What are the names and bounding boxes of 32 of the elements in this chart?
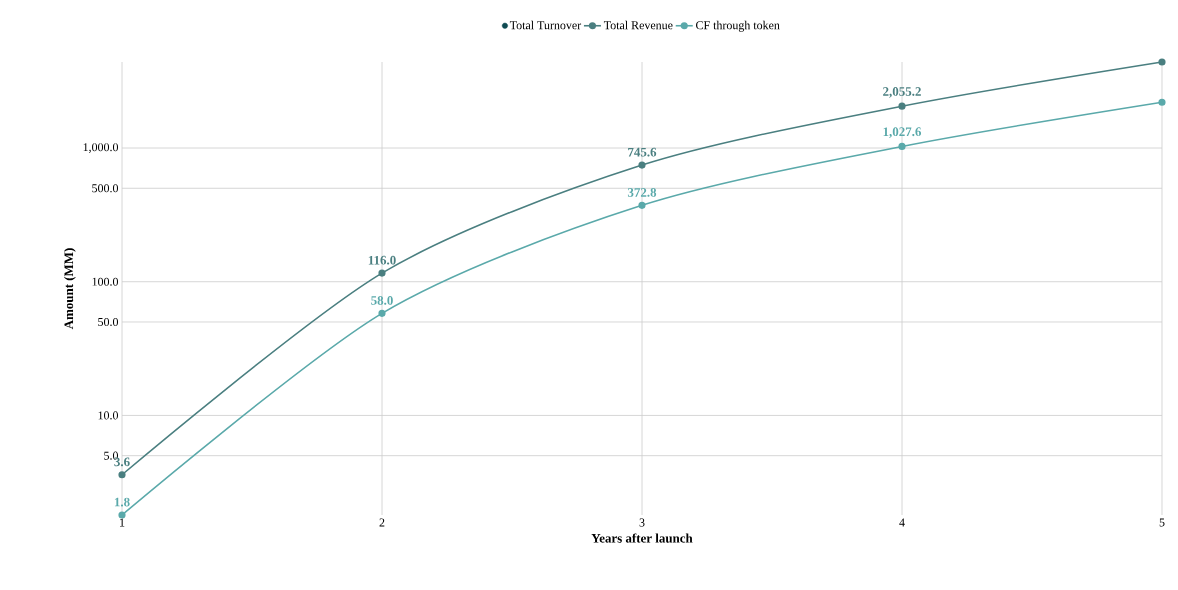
point	[1158, 98, 1166, 106]
point	[638, 201, 646, 209]
x-tick-label: 5	[1159, 518, 1165, 527]
point	[1158, 58, 1166, 66]
point	[118, 471, 126, 479]
data-label: 2,055.2	[883, 87, 921, 98]
legend-label: CF through token	[696, 20, 780, 32]
x-tick-label: 2	[379, 518, 385, 527]
x-tick-label: 1	[120, 518, 125, 527]
y-axis-title: Amount (MM)	[64, 248, 76, 330]
data-label: 1,027.6	[883, 127, 922, 138]
point	[118, 511, 126, 519]
data-label: 58.0	[371, 296, 393, 305]
legend-label: Total Revenue	[603, 20, 673, 30]
data-label: 1.8	[114, 497, 130, 507]
data-label: 372.8	[627, 188, 657, 197]
legend-label: Total Turnover	[509, 20, 582, 30]
point	[378, 269, 386, 277]
point	[378, 309, 386, 317]
y-tick-label: 50.0	[98, 317, 119, 327]
x-tick-label: 3	[639, 518, 645, 527]
point	[898, 102, 906, 110]
x-tick-label: 4	[899, 518, 905, 527]
y-tick-label: 1,000.0	[83, 143, 119, 153]
point	[898, 142, 906, 151]
y-tick-label: 100.0	[92, 277, 119, 286]
x-axis-title: Years after launch	[591, 533, 693, 543]
data-label: 116.0	[368, 255, 396, 265]
point	[638, 161, 646, 169]
y-tick-label: 500.0	[92, 184, 119, 193]
data-label: 745.6	[628, 147, 657, 157]
y-tick-label: 10.0	[98, 411, 119, 420]
